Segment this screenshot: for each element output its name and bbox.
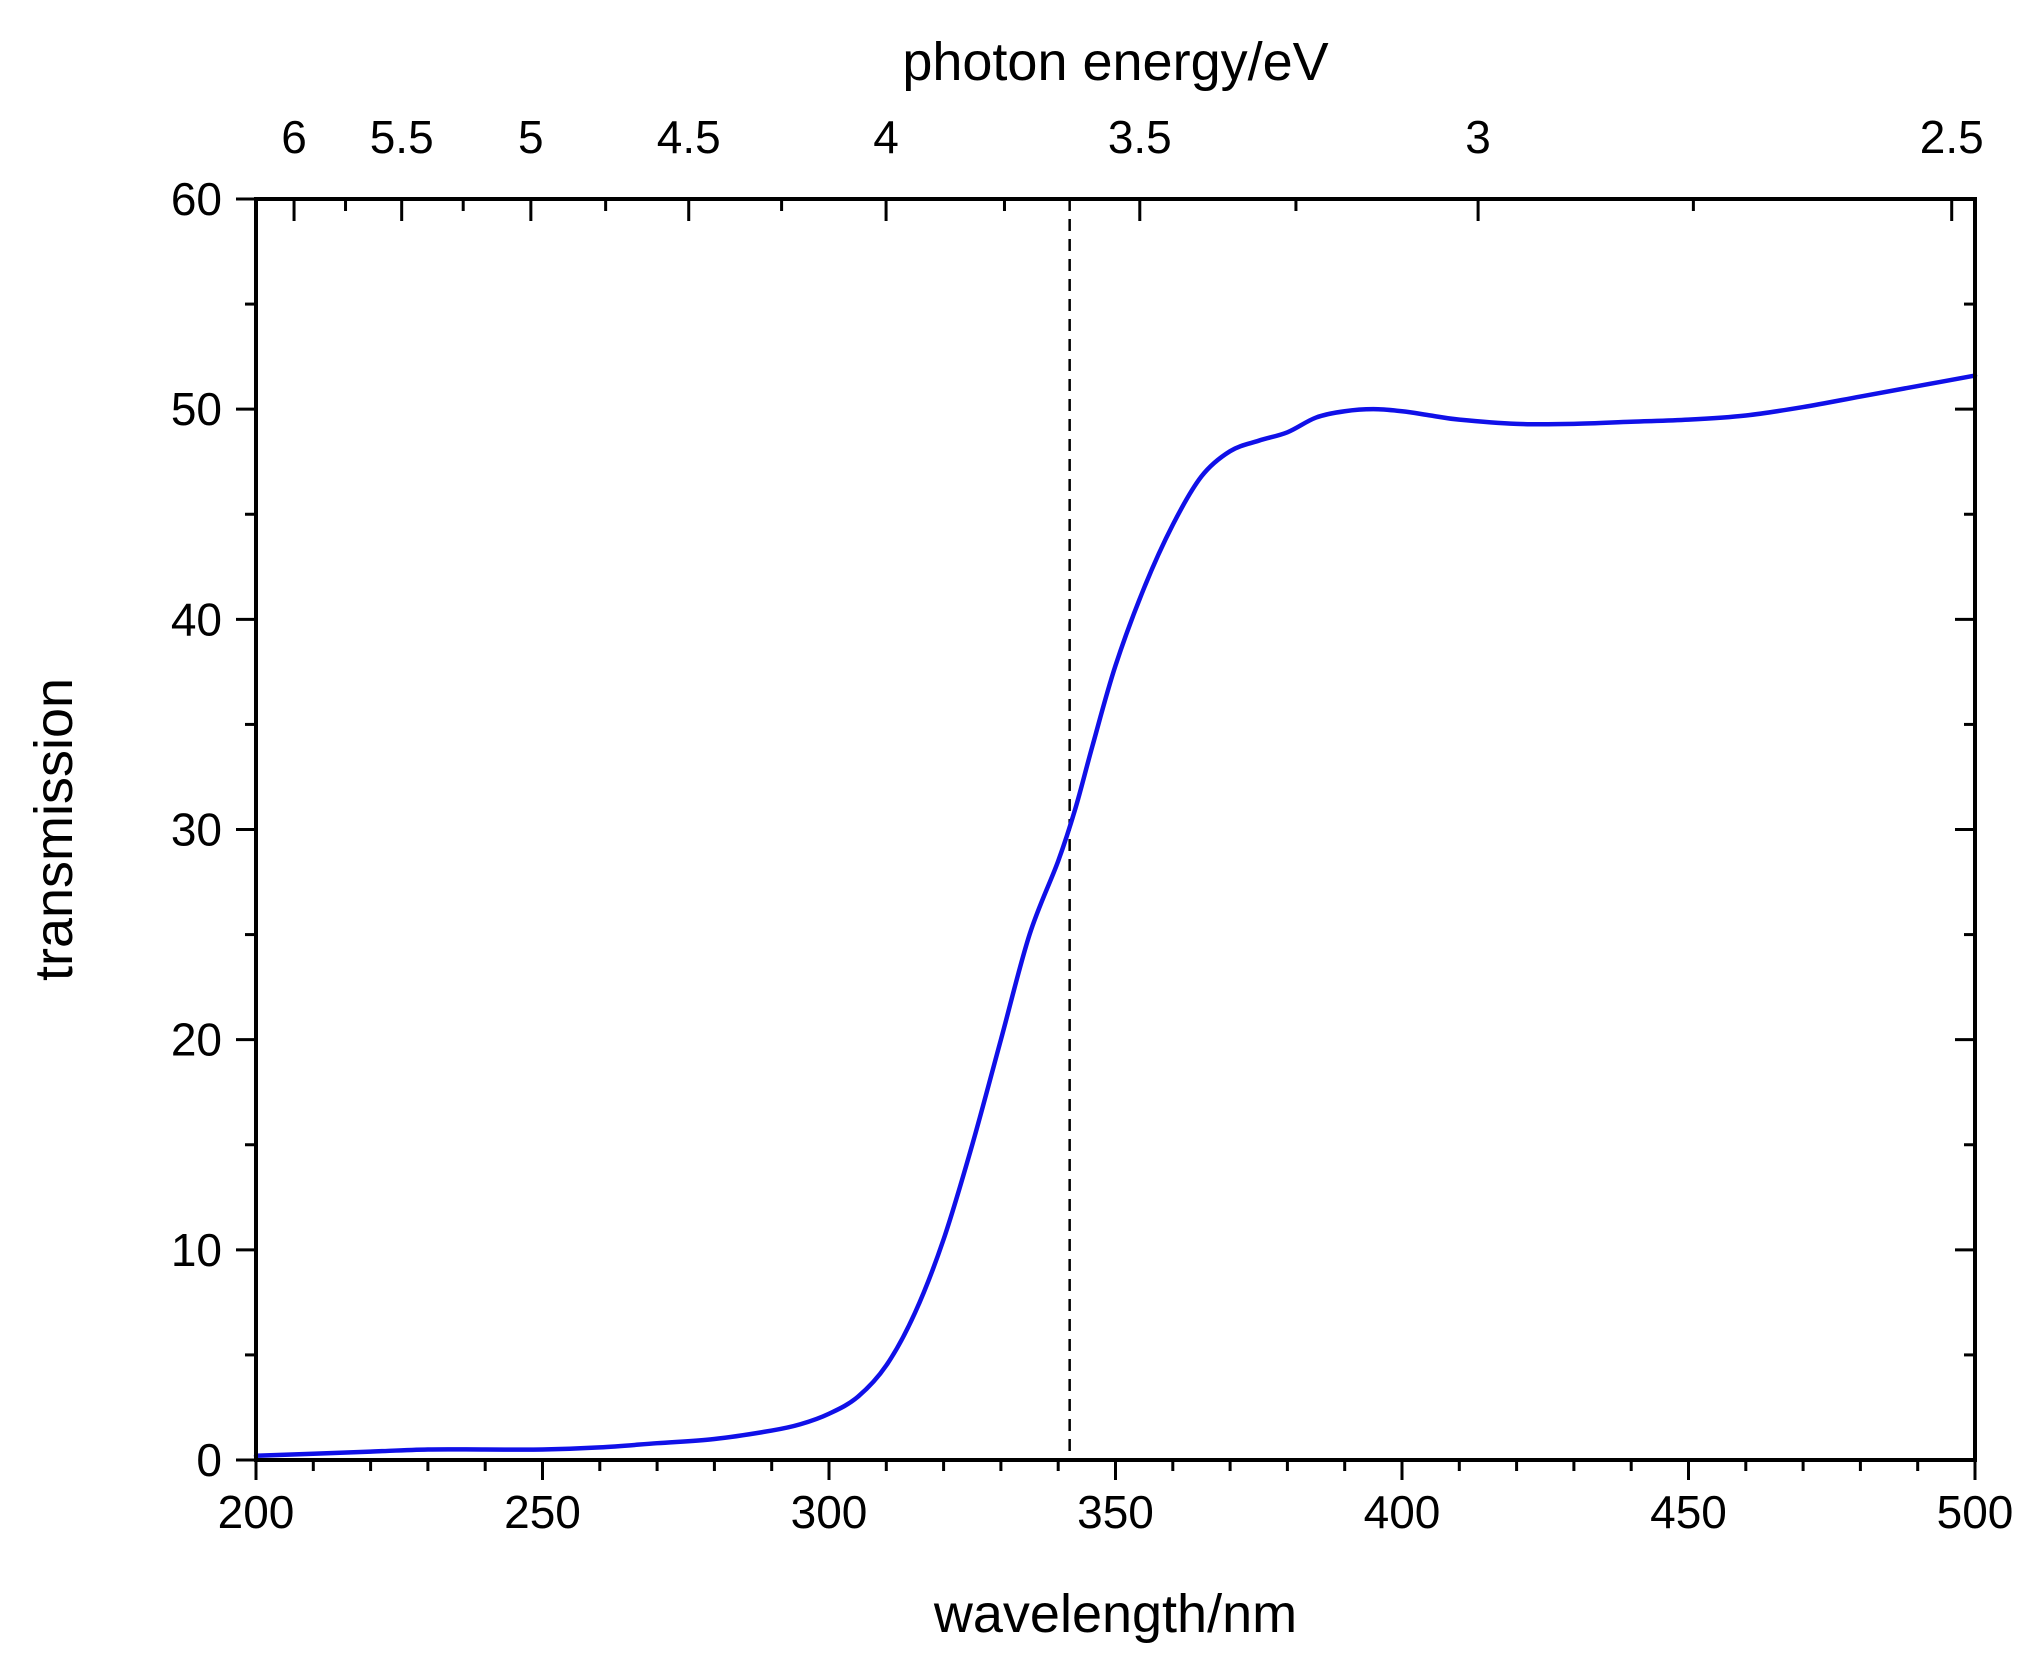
- top-tick-label: 5.5: [370, 111, 434, 163]
- top-tick-label: 3.5: [1108, 111, 1172, 163]
- top-tick-label: 4: [873, 111, 899, 163]
- x-axis-title: wavelength/nm: [933, 1584, 1297, 1644]
- y-tick-label: 50: [171, 383, 222, 435]
- y-tick-label: 40: [171, 593, 222, 645]
- y-tick-label: 0: [196, 1434, 222, 1486]
- tick-labels: 200 250 300 350 400 450 500 0 10 20 30 40 50 60 6 5.5 5 4…: [171, 111, 2014, 1538]
- top-tick-label: 3: [1465, 111, 1491, 163]
- y-axis-title: transmission: [24, 678, 84, 981]
- x-tick-label: 250: [504, 1486, 581, 1538]
- x-tick-label: 350: [1077, 1486, 1154, 1538]
- top-tick-label: 5: [518, 111, 544, 163]
- top-tick-label: 4.5: [657, 111, 721, 163]
- top-tick-label: 2.5: [1920, 111, 1984, 163]
- top-tick-label: 6: [281, 111, 307, 163]
- x-tick-label: 400: [1364, 1486, 1441, 1538]
- x-tick-label: 300: [791, 1486, 868, 1538]
- x-tick-label: 450: [1650, 1486, 1727, 1538]
- y-tick-label: 10: [171, 1224, 222, 1276]
- x-tick-label: 500: [1937, 1486, 2014, 1538]
- series-line-transmission: [253, 373, 1978, 1459]
- y-tick-label: 20: [171, 1014, 222, 1066]
- x-tick-label: 200: [218, 1486, 295, 1538]
- plot-frame: [254, 197, 1977, 1462]
- y-tick-label: 60: [171, 173, 222, 225]
- y-tick-label: 30: [171, 804, 222, 856]
- top-axis-title: photon energy/eV: [902, 32, 1328, 92]
